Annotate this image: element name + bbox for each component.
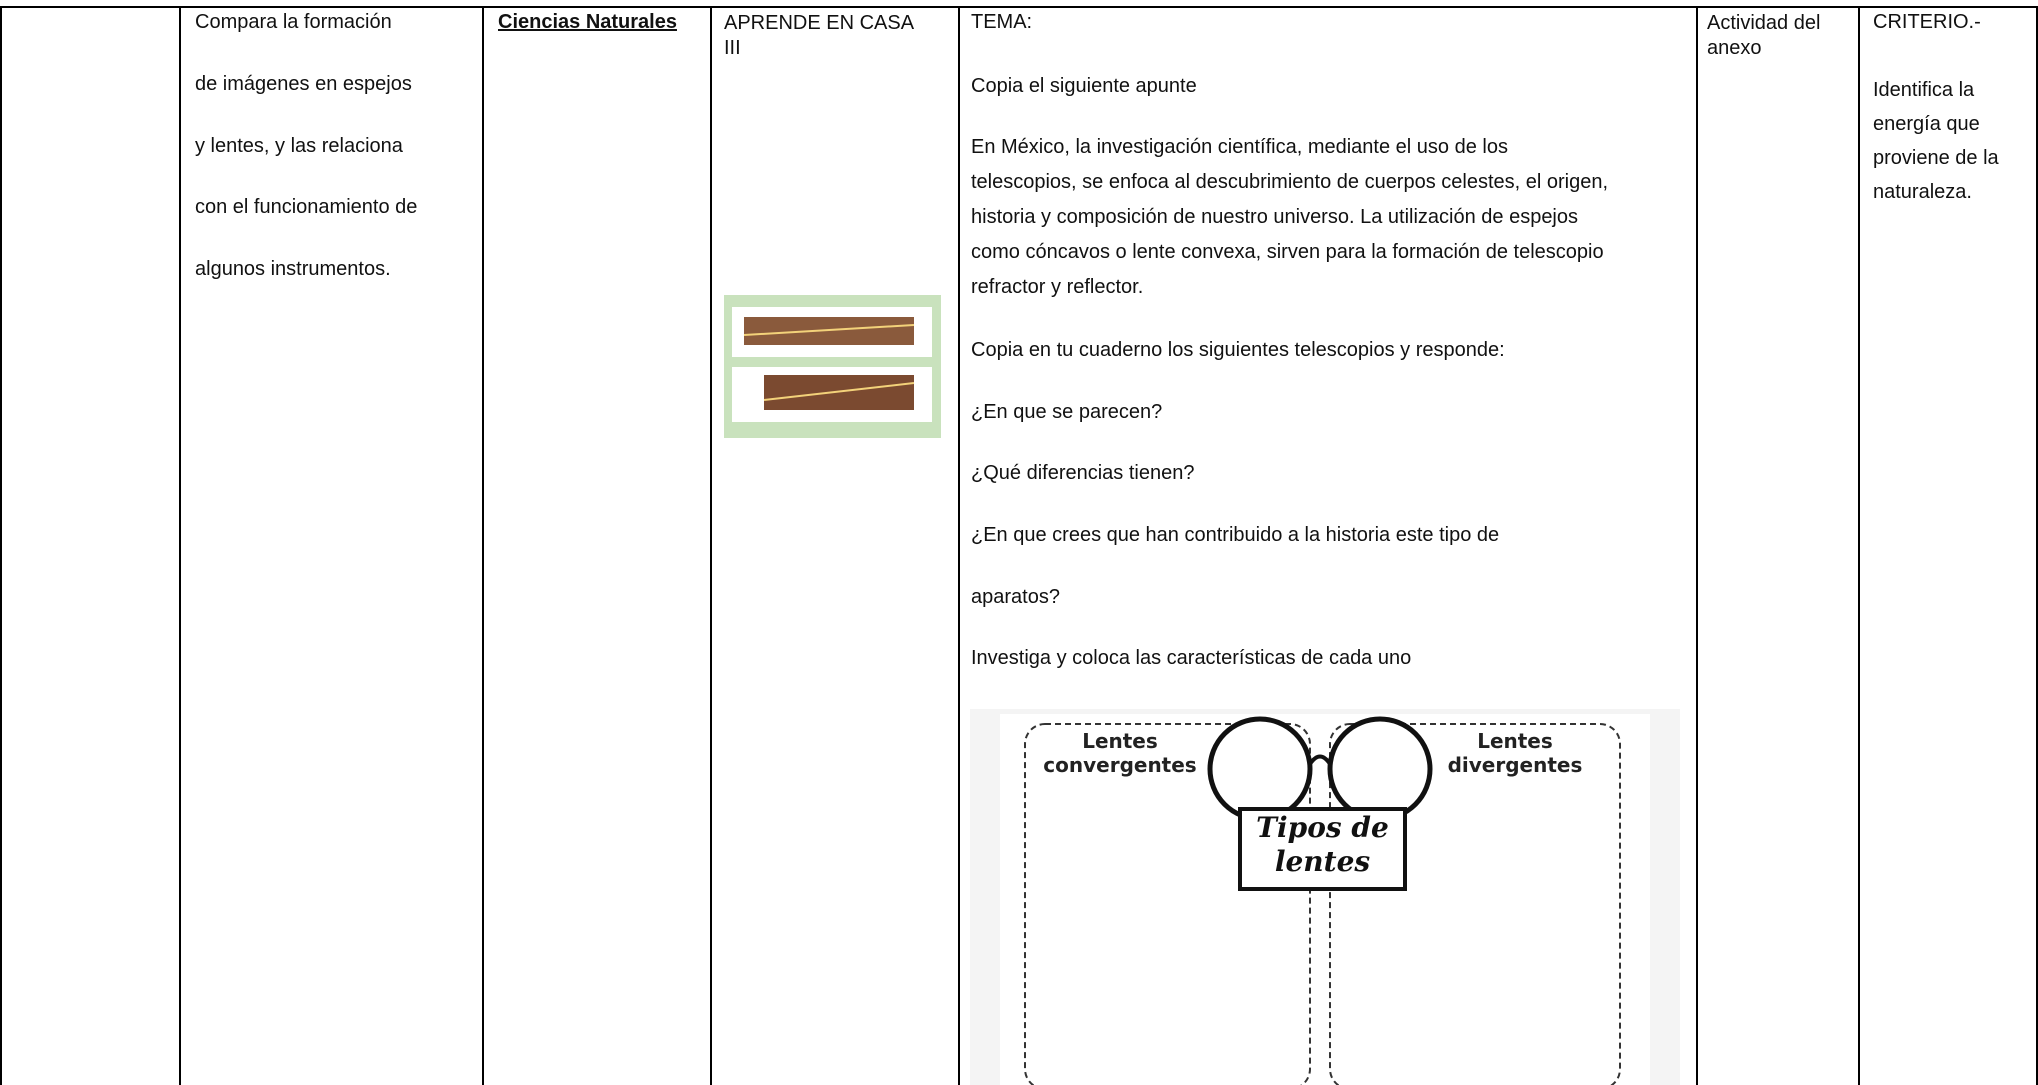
table-border — [0, 6, 2038, 8]
paragraph-line: telescopios, se enfoca al descubrimiento… — [971, 171, 1609, 193]
activity: Actividad del anexo — [1707, 12, 1821, 59]
table-border — [482, 7, 484, 1085]
question: ¿En que crees que han contribuido a la h… — [971, 524, 1500, 546]
table-border — [0, 7, 2, 1085]
table-border — [2036, 7, 2038, 1085]
program: APRENDE EN CASA III — [724, 12, 913, 59]
worksheet-left: Lentes convergentes — [1043, 729, 1197, 777]
paragraph-line: refractor y reflector. — [971, 276, 1144, 298]
worksheet-title: Tipos de lentes — [1256, 811, 1389, 878]
objective-line: Compara la formación — [195, 11, 392, 33]
question: ¿En que se parecen? — [971, 401, 1163, 423]
objective-line: con el funcionamiento de — [195, 196, 418, 218]
criterion-text: Identifica la energía que proviene de la… — [1873, 79, 1999, 203]
paragraph-line: como cóncavos o lente convexa, sirven pa… — [971, 241, 1604, 263]
subject: Ciencias Naturales — [498, 11, 677, 33]
content-heading: TEMA: — [971, 11, 1033, 33]
table-border — [1858, 7, 1860, 1085]
question: aparatos? — [971, 586, 1060, 608]
objective-line: de imágenes en espejos — [195, 73, 412, 95]
table-border — [710, 7, 712, 1085]
worksheet-image: Lentes convergentes Lentes divergentes T… — [970, 709, 1680, 1085]
objective-line: algunos instrumentos. — [195, 258, 391, 280]
objective-line: y lentes, y las relaciona — [195, 135, 403, 157]
question: ¿Qué diferencias tienen? — [971, 462, 1195, 484]
worksheet-right: Lentes divergentes — [1447, 729, 1583, 777]
table-border — [1696, 7, 1698, 1085]
telescope-image — [724, 295, 941, 438]
task: Investiga y coloca las características d… — [971, 647, 1412, 669]
table-border — [958, 7, 960, 1085]
paragraph-line: En México, la investigación científica, … — [971, 136, 1508, 158]
paragraph-line: historia y composición de nuestro univer… — [971, 206, 1579, 228]
instruction: Copia en tu cuaderno los siguientes tele… — [971, 339, 1505, 361]
content-intro: Copia el siguiente apunte — [971, 75, 1197, 97]
criterion-label: CRITERIO.- — [1873, 11, 1981, 33]
table-border — [179, 7, 181, 1085]
